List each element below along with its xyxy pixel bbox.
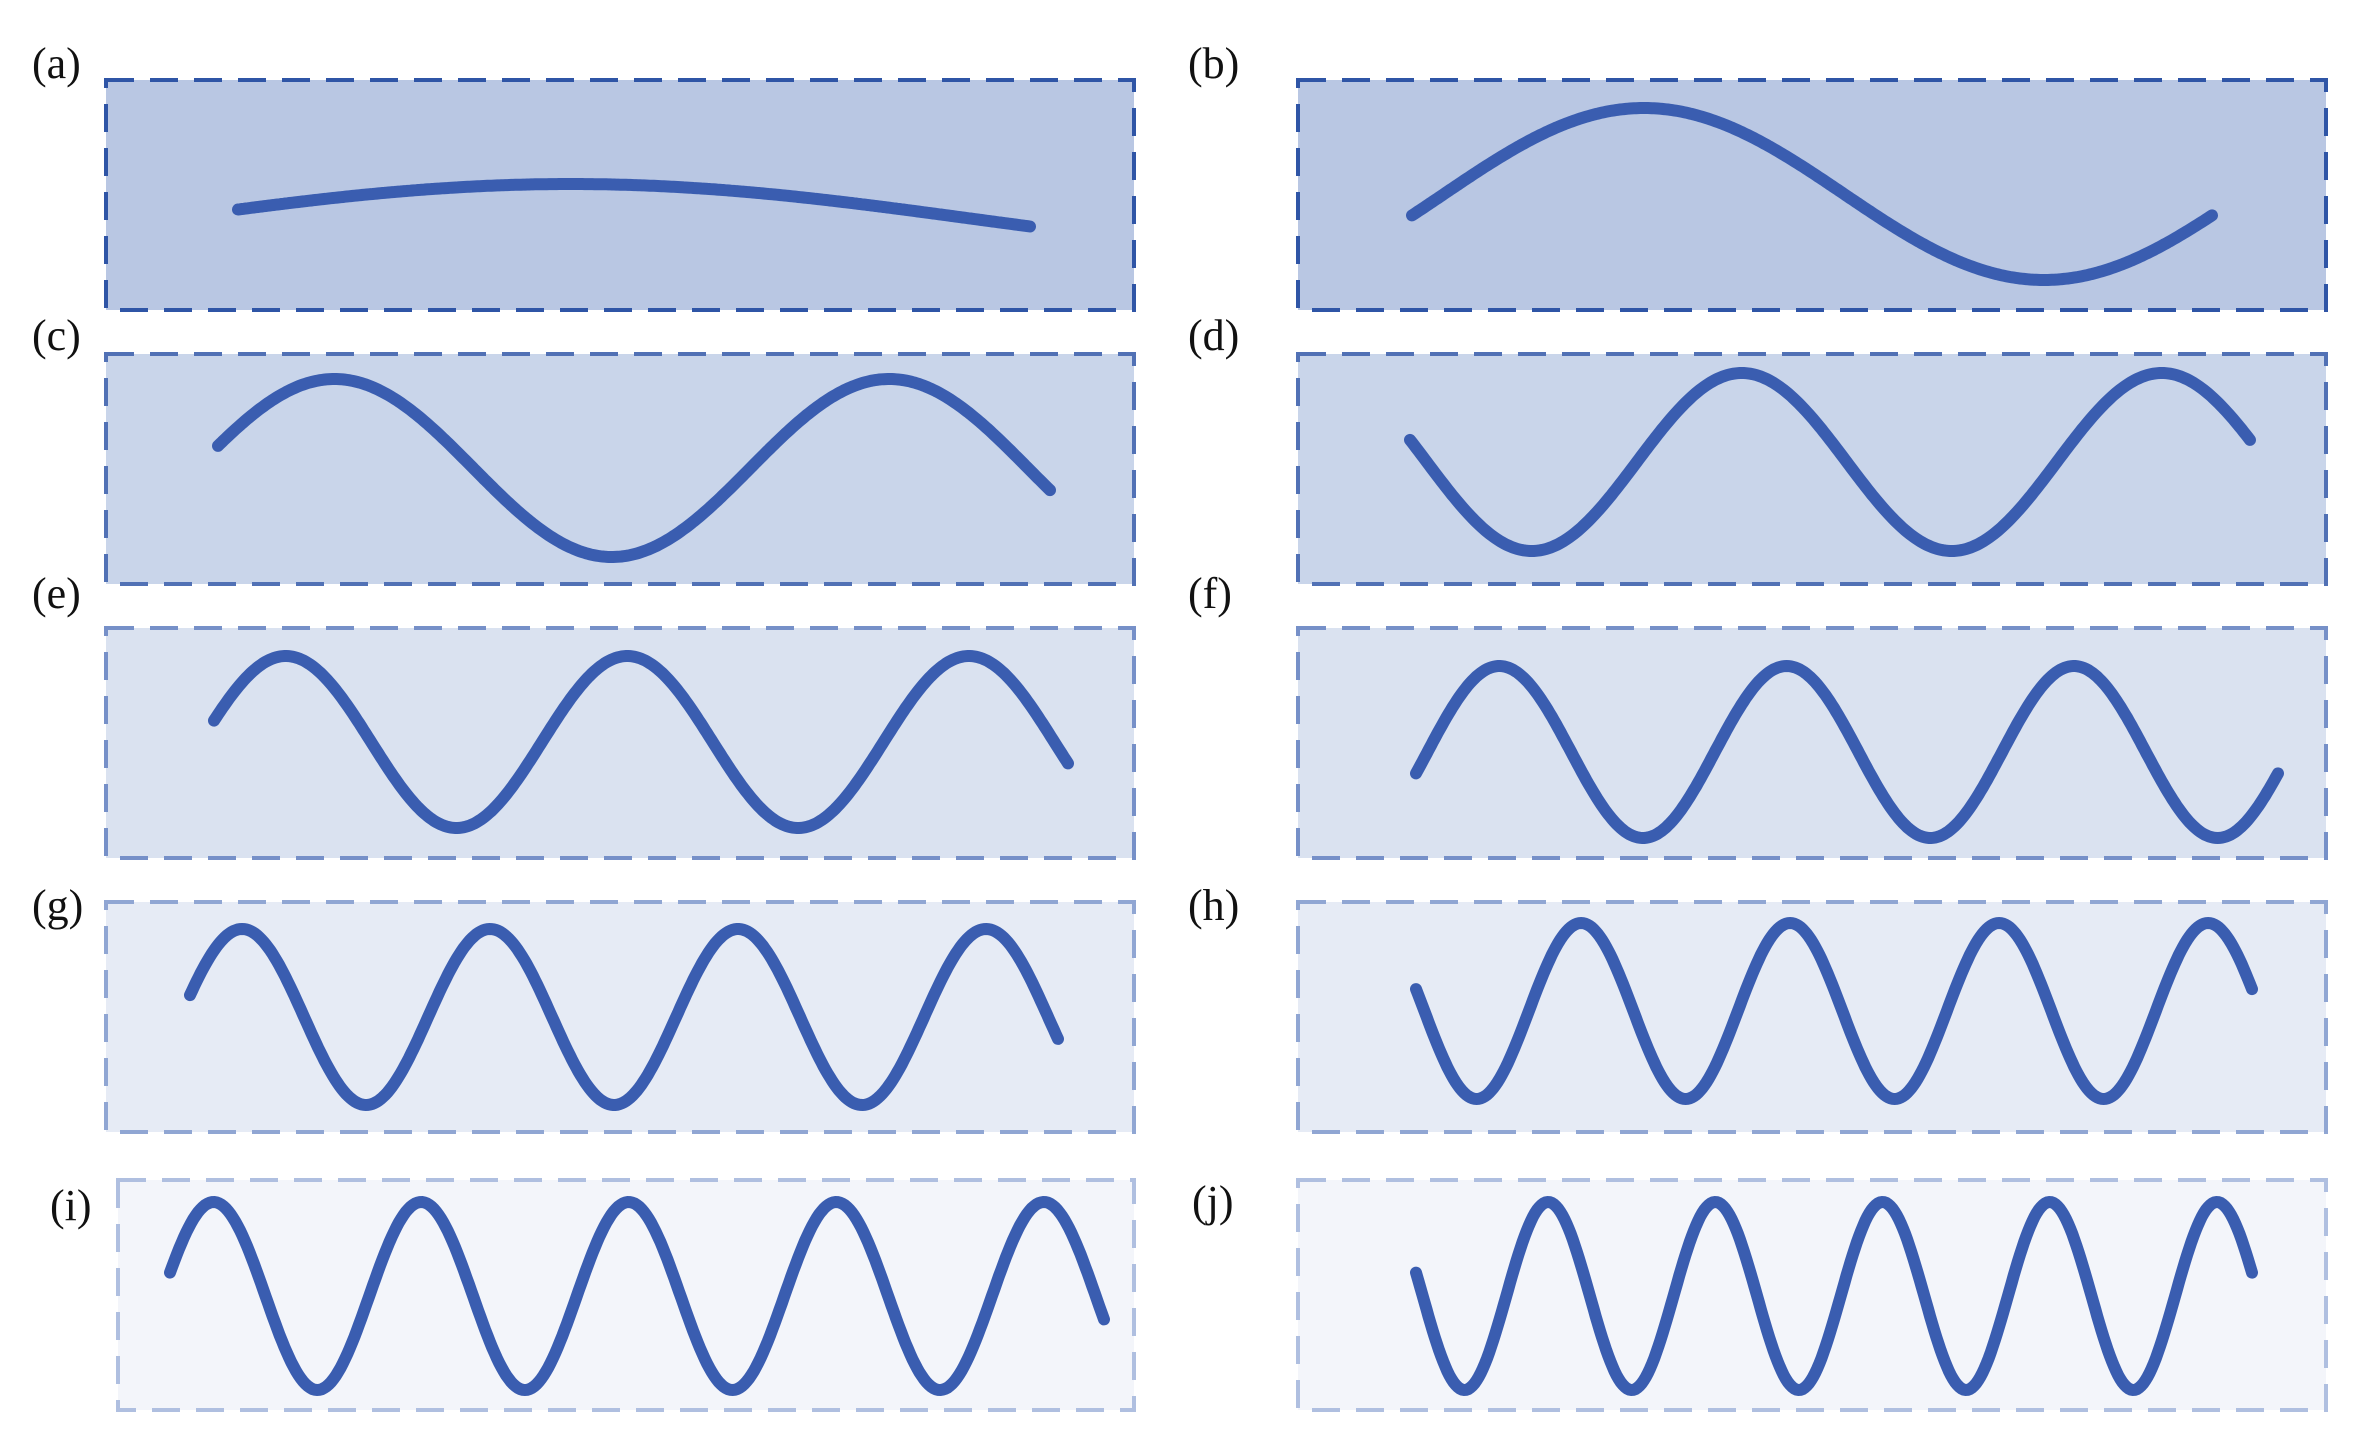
panel-b-label: (b)	[1188, 39, 1239, 88]
panel-c: (c)	[32, 311, 1136, 586]
panel-d-box	[1296, 352, 2328, 586]
panel-f-box	[1296, 626, 2328, 860]
panel-i-wave	[164, 1195, 1110, 1397]
panel-j-label: (j)	[1192, 1177, 1234, 1226]
panel-b: (b)	[1188, 39, 2328, 312]
panel-g: (g)	[32, 881, 1136, 1134]
panel-e-box	[104, 626, 1136, 860]
panel-a: (a)	[32, 39, 1136, 312]
panel-j-wave	[1410, 1195, 2258, 1397]
panel-c-label: (c)	[32, 311, 81, 360]
panel-i: (i)	[50, 1178, 1136, 1412]
panel-d: (d)	[1188, 311, 2328, 586]
panel-a-label: (a)	[32, 39, 81, 88]
panel-c-wave	[212, 373, 1056, 563]
panel-g-wave	[184, 922, 1064, 1112]
panel-c-box	[104, 352, 1136, 586]
panel-b-wave	[1406, 102, 2218, 286]
panel-b-box	[1296, 78, 2328, 312]
panel-f: (f)	[1188, 569, 2328, 860]
panel-e: (e)	[32, 569, 1136, 860]
panel-e-label: (e)	[32, 569, 81, 618]
panel-e-wave	[208, 650, 1074, 834]
panel-d-wave	[1404, 367, 2256, 557]
panel-h: (h)	[1188, 881, 2328, 1134]
panel-g-label: (g)	[32, 881, 83, 930]
panel-h-wave	[1410, 916, 2258, 1106]
panel-j: (j)	[1192, 1177, 2328, 1412]
panel-a-wave	[232, 178, 1036, 233]
panel-a-box	[104, 78, 1136, 312]
panel-f-wave	[1410, 659, 2284, 845]
panel-h-label: (h)	[1188, 881, 1239, 930]
panel-d-label: (d)	[1188, 311, 1239, 360]
panel-i-label: (i)	[50, 1181, 92, 1230]
panel-f-label: (f)	[1188, 569, 1232, 618]
